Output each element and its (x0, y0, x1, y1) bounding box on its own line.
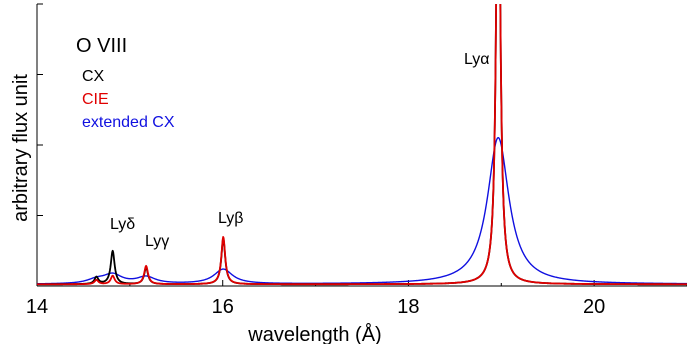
legend-item-cx: CX (82, 68, 105, 85)
annotation-ly-gamma: Lyγ (145, 233, 169, 250)
x-axis-label: wavelength (Å) (247, 323, 381, 344)
chart-title: O VIII (76, 35, 127, 57)
x-tick-label: 20 (583, 296, 605, 318)
x-tick-label: 14 (26, 296, 48, 318)
axis-ticks: 14 16 18 20 (26, 3, 687, 318)
legend-item-cie: CIE (82, 91, 109, 108)
x-tick-label: 16 (212, 296, 234, 318)
annotation-ly-alpha: Lyα (464, 51, 490, 68)
annotation-ly-beta: Lyβ (218, 210, 244, 227)
y-axis-label: arbitrary flux unit (10, 74, 32, 222)
annotation-ly-delta: Lyδ (110, 216, 135, 233)
legend: CX CIE extended CX (82, 68, 175, 131)
series-layer (37, 4, 687, 286)
x-tick-label: 18 (397, 296, 419, 318)
series-line-cx (37, 4, 687, 286)
series-line-cie (37, 4, 687, 286)
legend-item-extended-cx: extended CX (82, 114, 175, 131)
series-line-extended-cx (37, 136, 687, 285)
